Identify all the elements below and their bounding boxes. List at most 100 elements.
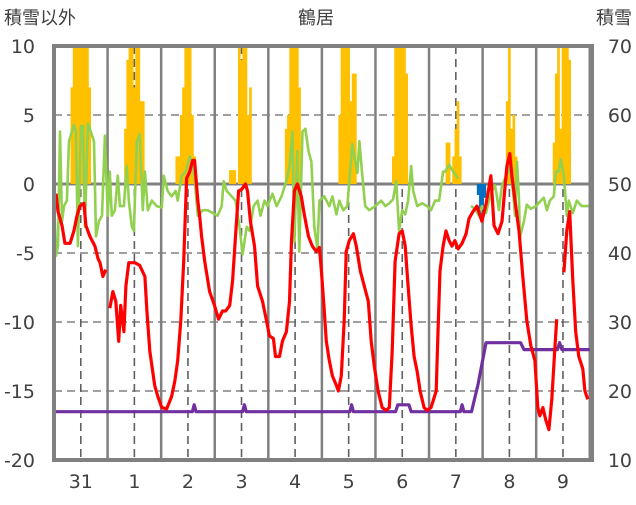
x-tick-label: 8 [503,471,515,493]
precip-bar [351,73,355,184]
precip-bar [458,156,462,184]
precip-bar [240,59,243,184]
right-axis-title: 積雪 [596,8,632,29]
precip-bar [559,128,563,184]
precip-bar [133,87,136,184]
x-tick-label: 4 [289,471,301,493]
precip-bar [291,46,295,184]
precip-bar [72,46,76,184]
precip-bar [79,46,83,184]
lines [52,122,590,432]
x-tick-label: 6 [396,471,408,493]
precip-bar [86,46,89,184]
precip-bar [237,46,241,184]
precip-bar [354,73,357,184]
right-tick-label: 40 [608,243,632,265]
precip-bar [561,46,565,184]
left-tick-label: 10 [11,36,35,58]
precip-bar [296,46,299,184]
precip-bar [392,156,395,184]
x-tick-label: 3 [235,471,247,493]
precip-bar [231,170,234,184]
right-tick-label: 10 [608,450,632,472]
precip-bar [182,87,185,184]
precip-bar [512,115,516,184]
precip-bar [77,46,80,184]
precip-bar [456,101,460,184]
precip-bar [249,87,252,184]
precip-bar [398,46,402,184]
precip-bar [298,87,301,184]
precip-bar [400,46,404,184]
precip-bar [349,101,353,184]
left-tick-label: -15 [4,381,35,403]
right-tick-label: 50 [608,174,632,196]
snowfall-bar [483,184,487,198]
precip-bar [568,59,571,184]
precip-bar [554,73,558,184]
precip-bar [186,46,190,184]
chart-title: 鶴居 [298,8,334,29]
x-tick-label: 1 [128,471,140,493]
precip-bar [124,128,127,184]
precip-bar [128,46,132,184]
precip-bar [244,46,248,184]
precip-bar [135,46,138,184]
precip-bar [508,46,511,184]
precip-bar [141,101,145,184]
precip-bar [338,115,342,184]
left-tick-label: 5 [23,105,35,127]
precip-bar [566,46,569,184]
precip-bar [454,128,458,184]
left-axis-title: 積雪以外 [4,8,76,29]
precip-bar [505,101,509,184]
snowfall-bar [479,184,482,219]
right-tick-label: 70 [608,36,632,58]
x-tick-label: 7 [450,471,462,493]
precip-bar [345,46,348,184]
snow_depth-line [54,341,590,414]
right-tick-label: 60 [608,105,632,127]
plot-frame [52,44,594,462]
temperature-line [54,152,590,432]
precip-bar [445,142,449,184]
precip-bar [179,115,183,184]
right-tick-label: 20 [608,381,632,403]
precip-bar [287,115,290,184]
precip-bar [177,156,181,184]
precip-bar [396,46,400,184]
precip-bar [184,46,188,184]
x-tick-label: 31 [69,471,93,493]
precip-bar [293,46,297,184]
precip-bar [563,46,567,184]
precip-bar [81,46,85,184]
left-tick-label: -20 [4,450,35,472]
precip-bar [557,46,560,184]
x-tick-label: 9 [557,471,569,493]
precip-bar [126,59,129,184]
x-tick-label: 2 [182,471,194,493]
right-tick-label: 30 [608,312,632,334]
precip-bar [137,46,141,184]
precip-bar [83,46,87,184]
precip-bar [175,156,179,184]
precip-bar [552,142,556,184]
left-tick-label: -10 [4,312,35,334]
left-tick-label: -5 [16,243,35,265]
precip-bar [342,46,346,184]
precip-bar [88,87,92,184]
precip-bar [394,46,397,184]
precip-bar [447,142,451,184]
plot-border [52,44,594,462]
precip-bar [403,46,406,184]
precip-bar [229,170,232,184]
precip-bar [347,46,350,184]
x-tick-label: 5 [343,471,355,493]
precip-bar [188,46,192,184]
left-tick-label: 0 [23,174,35,196]
precip-bar [246,115,250,184]
precip-bar [75,46,78,184]
precip-bar [405,73,409,184]
